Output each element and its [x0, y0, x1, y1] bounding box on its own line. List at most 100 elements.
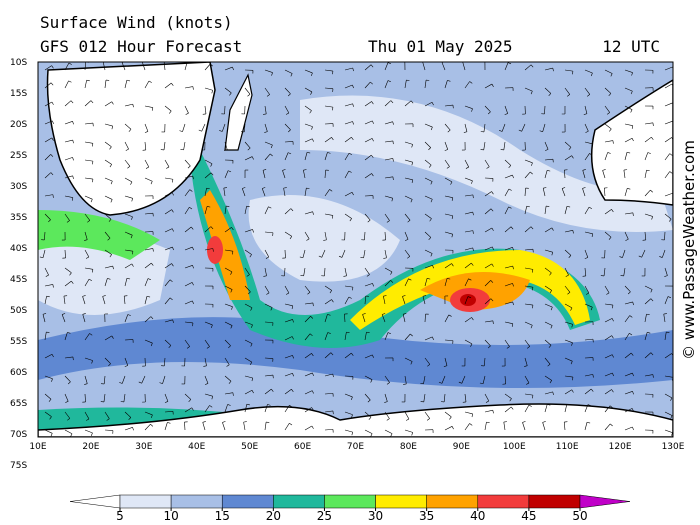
barb-flag	[447, 80, 451, 82]
colorbar-segment	[528, 494, 581, 509]
barb	[303, 267, 306, 276]
barb-flag	[84, 383, 88, 385]
barb-flag	[109, 146, 112, 150]
barb-flag	[247, 291, 251, 295]
colorbar-segment	[170, 494, 223, 509]
barb-flag	[406, 418, 410, 421]
barb-flag	[150, 342, 153, 347]
barb-flag	[311, 425, 314, 429]
barb-flag	[338, 255, 343, 258]
barb	[424, 336, 433, 341]
barb-flag	[508, 188, 512, 191]
barb	[464, 105, 473, 109]
barb-flag	[50, 154, 54, 157]
barb-flag	[631, 125, 634, 129]
barb	[484, 83, 493, 89]
barb-flag	[290, 73, 293, 77]
barb	[204, 172, 212, 179]
barb	[544, 170, 548, 179]
lat-label: 20S	[10, 120, 27, 130]
barb	[524, 206, 527, 215]
barb-flag	[311, 390, 314, 394]
barb-flag	[526, 382, 530, 385]
barb	[464, 296, 469, 305]
barb	[542, 123, 546, 132]
barb-flag	[570, 361, 573, 365]
barb-flag	[204, 383, 209, 385]
barb	[404, 195, 413, 200]
barb	[344, 411, 353, 415]
barb	[304, 333, 311, 341]
barb	[404, 249, 411, 257]
barb-flag	[108, 363, 111, 367]
barb-flag	[550, 325, 553, 329]
barb	[644, 136, 652, 143]
barb-flag	[292, 355, 294, 359]
barb-flag	[309, 110, 312, 114]
barb	[124, 314, 129, 323]
barb	[564, 69, 573, 72]
barb	[184, 265, 193, 269]
barb-flag	[46, 295, 50, 298]
barb	[324, 410, 333, 413]
barb-flag	[90, 199, 93, 203]
barb	[204, 226, 212, 233]
barb-flag	[570, 307, 573, 311]
barb	[204, 63, 211, 71]
barb	[282, 170, 286, 179]
barb-flag	[69, 272, 72, 276]
barb	[344, 429, 353, 433]
barb-flag	[189, 207, 193, 210]
barb	[124, 263, 133, 269]
barb	[564, 87, 571, 95]
barb	[664, 192, 673, 197]
barb	[344, 296, 350, 305]
barb	[284, 123, 291, 130]
barb	[364, 393, 371, 401]
barb	[464, 159, 470, 168]
barb-flag	[652, 374, 654, 378]
barb	[264, 153, 271, 161]
barb-flag	[371, 154, 374, 158]
barb-flag	[250, 307, 253, 311]
barb	[64, 100, 72, 107]
barb-flag	[530, 91, 533, 95]
barb	[264, 321, 273, 323]
barb-flag	[511, 323, 514, 327]
barb	[644, 298, 652, 305]
barb	[64, 213, 70, 221]
barb-flag	[230, 271, 233, 275]
barb	[124, 427, 133, 431]
barb	[44, 231, 46, 240]
barb-flag	[632, 372, 634, 377]
barb-flag	[151, 262, 154, 266]
barb	[304, 372, 313, 377]
barb-flag	[128, 129, 132, 132]
barb-flag	[487, 345, 491, 349]
barb	[184, 226, 192, 233]
barb	[404, 375, 407, 384]
barb-flag	[169, 297, 173, 301]
barb	[524, 375, 530, 384]
barb-flag	[530, 226, 534, 230]
barb-flag	[372, 283, 374, 287]
barb-flag	[371, 173, 374, 177]
barb	[164, 177, 173, 180]
barb-flag	[485, 400, 489, 403]
barb	[61, 314, 66, 323]
barb-flag	[549, 380, 552, 384]
barb	[604, 405, 611, 413]
barb-flag	[550, 307, 553, 311]
barb-flag	[430, 199, 433, 203]
barb-flag	[487, 111, 491, 115]
barb-flag	[202, 421, 206, 423]
barb	[604, 209, 612, 215]
barb	[544, 249, 553, 253]
barb-flag	[629, 333, 633, 336]
barb	[104, 411, 110, 419]
barb-flag	[370, 379, 373, 383]
barb	[622, 249, 626, 258]
barb	[381, 314, 386, 323]
barb-flag	[647, 152, 651, 154]
barb	[244, 249, 252, 255]
